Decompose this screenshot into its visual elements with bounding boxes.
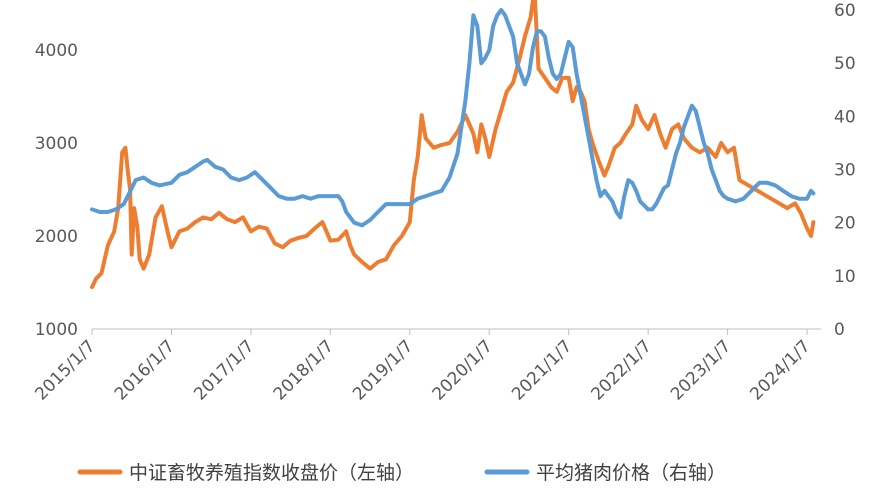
- legend-label-index: 中证畜牧养殖指数收盘价（左轴）: [129, 462, 414, 484]
- left-tick-label: 4000: [35, 41, 78, 61]
- right-tick-label: 60: [834, 1, 856, 21]
- x-tick-label: 2022/1/7: [588, 336, 656, 404]
- x-axis-ticks: 2015/1/7 2016/1/7 2017/1/7 2018/1/7 2019/1/7…: [31, 329, 815, 405]
- right-tick-label: 40: [834, 107, 856, 127]
- x-tick-label: 2018/1/7: [270, 336, 338, 404]
- right-tick-label: 30: [834, 161, 856, 181]
- right-tick-label: 0: [834, 320, 845, 340]
- x-tick-label: 2020/1/7: [429, 336, 497, 404]
- x-tick-label: 2019/1/7: [349, 336, 417, 404]
- right-axis-ticks: 0 10 20 30 40 50 60: [834, 1, 856, 340]
- x-tick-label: 2024/1/7: [746, 336, 814, 404]
- left-tick-label: 2000: [35, 227, 78, 247]
- series-line-pork-price: [90, 8, 816, 228]
- right-tick-label: 20: [834, 214, 856, 234]
- series-layer: [90, 0, 816, 290]
- x-tick-label: 2021/1/7: [508, 336, 576, 404]
- series-line-index-close: [90, 0, 816, 290]
- left-tick-label: 1000: [35, 320, 78, 340]
- right-tick-label: 10: [834, 267, 856, 287]
- x-tick-label: 2017/1/7: [190, 336, 258, 404]
- x-tick-label: 2023/1/7: [667, 336, 735, 404]
- left-axis-ticks: 1000 2000 3000 4000: [35, 41, 78, 340]
- left-tick-label: 3000: [35, 134, 78, 154]
- x-tick-label: 2015/1/7: [31, 336, 99, 404]
- legend-label-pork: 平均猪肉价格（右轴）: [536, 462, 726, 484]
- legend: 中证畜牧养殖指数收盘价（左轴） 平均猪肉价格（右轴）: [77, 462, 726, 484]
- right-tick-label: 50: [834, 54, 856, 74]
- x-tick-label: 2016/1/7: [111, 336, 179, 404]
